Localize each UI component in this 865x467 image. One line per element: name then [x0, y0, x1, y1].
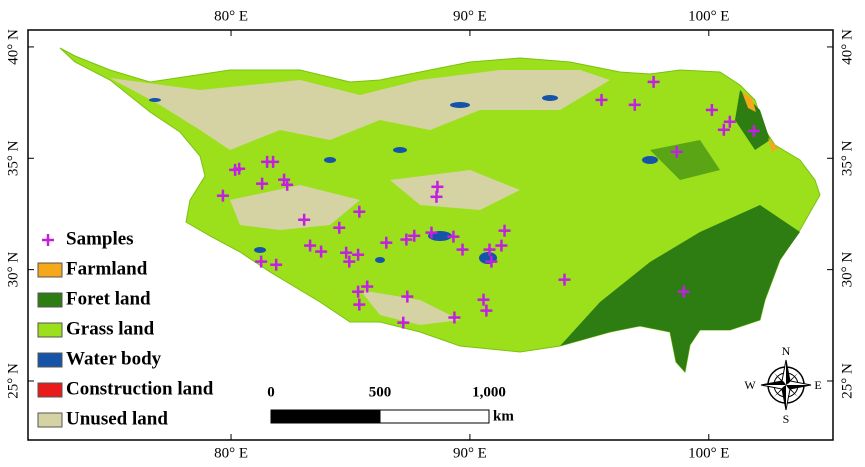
- compass-s: S: [783, 412, 790, 426]
- lat-label-left: 30° N: [5, 252, 21, 288]
- sample-point: [495, 239, 508, 252]
- sample-point: [352, 248, 365, 261]
- legend-label: Unused land: [66, 408, 168, 429]
- sample-point: [677, 285, 690, 298]
- scale-segment: [379, 409, 490, 424]
- lon-label-bottom: 80° E: [214, 445, 248, 461]
- lat-label-left: 40° N: [5, 29, 21, 65]
- sample-point: [485, 255, 498, 268]
- legend-label: Samples: [66, 228, 134, 249]
- legend-label: Foret land: [66, 288, 151, 309]
- sample-point: [343, 255, 356, 268]
- unused-land-areas: [110, 70, 610, 325]
- lat-label-left: 35° N: [5, 140, 21, 176]
- sample-point: [353, 205, 366, 218]
- sample-point: [431, 180, 444, 193]
- sample-point: [281, 178, 294, 191]
- sample-point: [670, 145, 683, 158]
- sample-point: [498, 224, 511, 237]
- water-bodies: [149, 95, 658, 264]
- sample-point: [477, 293, 490, 306]
- lon-label-top: 90° E: [453, 8, 487, 24]
- sample-point: [353, 298, 366, 311]
- sample-point: [430, 190, 443, 203]
- sample-point: [216, 189, 229, 202]
- sample-point: [304, 239, 317, 252]
- sample-point: [333, 221, 346, 234]
- legend-swatch: [37, 262, 63, 278]
- sample-point: [723, 115, 736, 128]
- scale-label: 0: [267, 384, 275, 400]
- legend-label: Construction land: [66, 378, 214, 399]
- sample-point: [480, 304, 493, 317]
- sample-point: [747, 124, 760, 137]
- sample-point: [705, 103, 718, 116]
- sample-point: [717, 123, 730, 136]
- sample-point: [270, 258, 283, 271]
- legend-label: Water body: [66, 348, 162, 369]
- farmland-areas: [742, 92, 778, 152]
- sample-point: [448, 311, 461, 324]
- legend-swatch: [37, 412, 63, 428]
- legend-label: Farmland: [66, 258, 148, 279]
- sample-point: [400, 233, 413, 246]
- lon-label-bottom: 90° E: [453, 445, 487, 461]
- legend-swatch: [37, 322, 63, 338]
- sample-point: [380, 236, 393, 249]
- legend-symbol: [42, 234, 54, 246]
- sample-point: [647, 75, 660, 88]
- sample-point: [298, 213, 311, 226]
- scale-label: 1,000: [472, 384, 506, 400]
- sample-point: [595, 93, 608, 106]
- sample-point: [315, 245, 328, 258]
- lat-label-right: 25° N: [839, 363, 855, 399]
- lon-label-bottom: 100° E: [688, 445, 729, 461]
- sample-point: [340, 246, 353, 259]
- sample-point: [352, 285, 365, 298]
- legend-swatch: [37, 382, 63, 398]
- sample-point: [408, 229, 421, 242]
- sample-point: [558, 273, 571, 286]
- lat-label-left: 25° N: [5, 363, 21, 399]
- compass-w: W: [744, 378, 756, 392]
- sample-point: [397, 316, 410, 329]
- lat-label-right: 40° N: [839, 29, 855, 65]
- legend-swatch: [37, 352, 63, 368]
- lat-label-right: 30° N: [839, 252, 855, 288]
- sample-point: [456, 243, 469, 256]
- sample-point: [483, 243, 496, 256]
- sample-point: [401, 290, 414, 303]
- scale-label: 500: [369, 384, 392, 400]
- sample-point: [425, 226, 438, 239]
- scale-segment: [270, 409, 381, 424]
- lon-label-top: 80° E: [214, 8, 248, 24]
- compass: [760, 359, 812, 411]
- compass-e: E: [814, 378, 821, 392]
- sample-point: [267, 155, 280, 168]
- lon-label-top: 100° E: [688, 8, 729, 24]
- sample-point: [233, 162, 246, 175]
- sample-point: [447, 230, 460, 243]
- lat-label-right: 35° N: [839, 140, 855, 176]
- forest-areas: [560, 90, 800, 372]
- sample-point: [628, 98, 641, 111]
- legend-swatch: [37, 292, 63, 308]
- compass-n: N: [782, 344, 791, 358]
- sample-point: [256, 177, 269, 190]
- sample-point: [255, 255, 268, 268]
- sample-point: [361, 280, 374, 293]
- legend-label: Grass land: [66, 318, 155, 339]
- scale-unit: km: [493, 408, 514, 424]
